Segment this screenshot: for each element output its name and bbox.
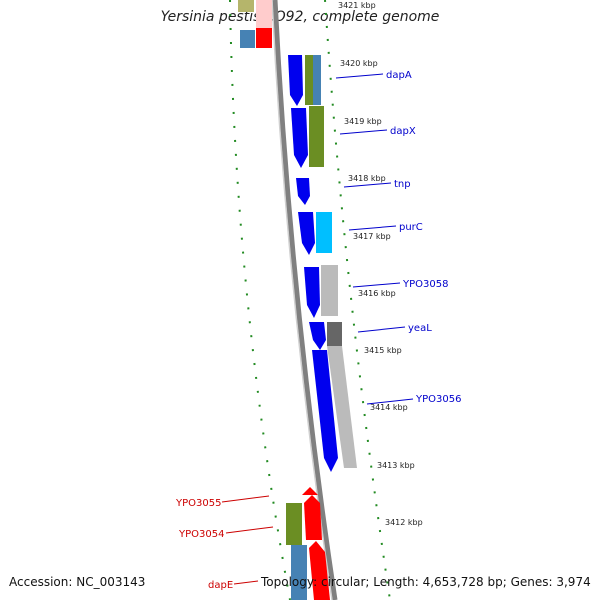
gene-label-YPO3056[interactable]: YPO3056 — [415, 394, 461, 405]
inner-ruler — [229, 0, 291, 600]
ruler-tick-label-3419: 3419 kbp — [344, 117, 382, 126]
length-label: Length: — [373, 575, 419, 589]
gene-label-YPO3058[interactable]: YPO3058 — [402, 279, 448, 290]
gene-arrow-tnp[interactable] — [296, 178, 310, 205]
gene-arrow-dapA[interactable] — [288, 55, 303, 106]
gene-label-dapE[interactable]: dapE — [208, 580, 233, 591]
cog-bar-purC — [316, 212, 332, 253]
cog-bar-YPO3054 — [286, 503, 302, 545]
ruler-tick-label-3412: 3412 kbp — [385, 518, 423, 527]
length-value: 4,653,728 bp — [422, 575, 503, 589]
top-partial-features — [238, 0, 272, 48]
leader-purC — [348, 225, 397, 231]
ruler-tick-label-3414: 3414 kbp — [370, 403, 408, 412]
leader-YPO3056 — [366, 398, 414, 405]
cog-bar-YPO3056 — [327, 346, 357, 468]
topology-label: Topology: — [261, 575, 318, 589]
forward-strand-genes — [288, 55, 338, 472]
ruler-tick-label-3415: 3415 kbp — [364, 346, 402, 355]
leader-dapA — [335, 73, 384, 79]
leader-dapX — [339, 129, 388, 135]
ruler-tick-label-3418: 3418 kbp — [348, 174, 386, 183]
ruler-tick-label-3420: 3420 kbp — [340, 59, 378, 68]
accession-info: Accession: NC_003143 — [9, 575, 145, 589]
leader-tnp — [343, 182, 392, 188]
forward-cog-bars — [305, 55, 357, 468]
backbone-outer — [272, 0, 338, 600]
cog-bar-dapE — [291, 545, 307, 600]
ruler-tick-label-3421: 3421 kbp — [338, 1, 376, 10]
gene-label-purC[interactable]: purC — [399, 222, 423, 233]
cog-bar-yeaL — [327, 322, 342, 346]
ruler-tick-label-3413: 3413 kbp — [377, 461, 415, 470]
ruler-tick-label-3417: 3417 kbp — [353, 232, 391, 241]
reverse-strand-genes — [286, 487, 330, 600]
feature-top-olive — [238, 0, 254, 12]
cog-bar-YPO3058 — [321, 265, 338, 316]
feature-top-blue — [240, 30, 255, 48]
genes-value: 3,974 — [556, 575, 591, 589]
gene-arrow-dapX[interactable] — [291, 108, 308, 168]
gene-arrow-YPO3055[interactable] — [302, 487, 318, 495]
gene-label-YPO3054[interactable]: YPO3054 — [178, 529, 224, 540]
accession-value: NC_003143 — [76, 575, 146, 589]
cog-bar-dapA-blue — [313, 55, 321, 105]
genome-summary: Topology: circular; Length: 4,653,728 bp… — [261, 575, 591, 589]
ruler-tick-label-3416: 3416 kbp — [358, 289, 396, 298]
gene-arrow-YPO3056[interactable] — [312, 350, 338, 472]
leader-YPO3058 — [352, 282, 401, 288]
reverse-gene-labels: YPO3055 YPO3054 dapE — [175, 498, 233, 591]
gene-arrow-YPO3058[interactable] — [304, 267, 320, 318]
gene-label-tnp[interactable]: tnp — [394, 179, 411, 190]
gene-label-yeaL[interactable]: yeaL — [408, 323, 432, 334]
ruler-tick-labels: 3421 kbp 3420 kbp 3419 kbp 3418 kbp 3417… — [338, 1, 423, 527]
gene-arrow-yeaL[interactable] — [309, 322, 326, 350]
forward-gene-labels: dapA dapX tnp purC YPO3058 yeaL YPO3056 — [386, 70, 461, 405]
cog-bar-dapX — [309, 106, 324, 167]
gene-label-dapX[interactable]: dapX — [390, 126, 416, 137]
map-title: Yersinia pestis CO92, complete genome — [160, 9, 440, 25]
gene-label-dapA[interactable]: dapA — [386, 70, 412, 81]
topology-value: circular — [320, 575, 366, 589]
leader-YPO3054 — [225, 526, 274, 534]
leader-dapE — [233, 580, 259, 585]
accession-label: Accession: — [9, 575, 73, 589]
leader-YPO3055 — [221, 495, 270, 503]
gene-label-YPO3055[interactable]: YPO3055 — [175, 498, 221, 509]
gene-arrow-purC[interactable] — [298, 212, 315, 255]
cog-bar-dapA-green — [305, 55, 313, 105]
leader-yeaL — [357, 326, 406, 333]
gene-arrow-YPO3054[interactable] — [304, 495, 322, 540]
gene-arrow-dapE[interactable] — [309, 541, 330, 600]
feature-top-pink — [256, 0, 272, 28]
genes-label: Genes: — [510, 575, 553, 589]
label-leader-lines — [221, 73, 414, 585]
